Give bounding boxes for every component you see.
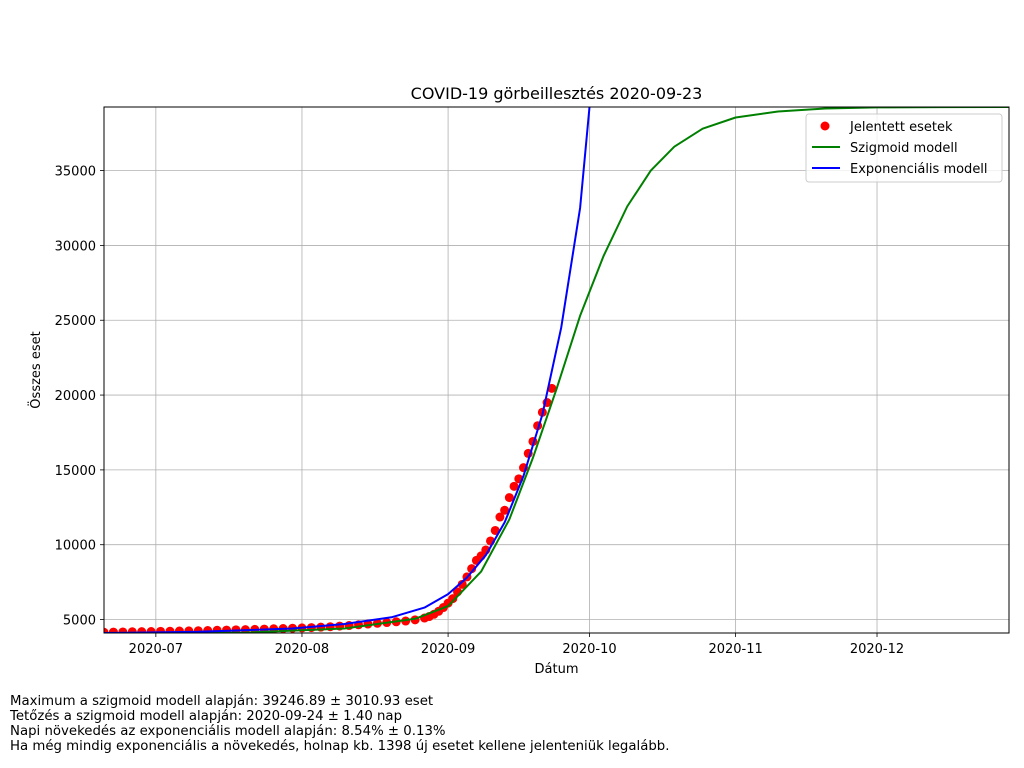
x-tick-label: 2020-10: [562, 642, 616, 657]
exponential-model-line: [104, 107, 591, 633]
reported-case-point: [500, 505, 510, 515]
y-tick-label: 10000: [55, 539, 96, 554]
ticks: 2020-07 2020-08 2020-09 2020-10 2020-11 2020-…: [55, 165, 905, 657]
covid-curve-fit-chart: 2020-07 2020-08 2020-09 2020-10 2020-11 2020-…: [27, 84, 1010, 677]
y-tick-label: 5000: [63, 614, 96, 629]
note-exponential-growth: Napi növekedés az exponenciális modell a…: [10, 724, 446, 739]
x-tick-label: 2020-12: [850, 642, 904, 657]
note-sigmoid-maximum: Maximum a szigmoid modell alapján: 39246…: [10, 694, 434, 709]
sigmoid-model-line: [104, 107, 1009, 633]
x-tick-label: 2020-08: [275, 642, 329, 657]
reported-case-point: [108, 627, 118, 633]
reported-case-point: [457, 579, 467, 589]
legend-label-exponential: Exponenciális modell: [850, 162, 988, 177]
y-tick-label: 20000: [55, 389, 96, 404]
reported-case-point: [490, 525, 500, 535]
reported-case-point: [509, 481, 519, 491]
reported-case-point: [467, 564, 477, 574]
x-tick-label: 2020-09: [421, 642, 475, 657]
reported-case-point: [504, 493, 514, 503]
y-tick-label: 35000: [55, 165, 96, 180]
note-sigmoid-peak: Tetőzés a szigmoid modell alapján: 2020-…: [10, 709, 403, 724]
y-tick-label: 25000: [55, 314, 96, 329]
reported-case-point: [127, 627, 137, 633]
x-axis-label: Dátum: [535, 662, 579, 677]
note-next-day-estimate: Ha még mindig exponenciális a növekedés,…: [10, 739, 670, 754]
legend-label-sigmoid: Szigmoid modell: [850, 141, 958, 156]
legend-marker-reported: [820, 121, 830, 131]
fit-summary: Maximum a szigmoid modell alapján: 39246…: [10, 694, 669, 754]
legend-label-reported: Jelentett esetek: [849, 120, 953, 135]
y-tick-label: 30000: [55, 239, 96, 254]
x-tick-label: 2020-11: [708, 642, 762, 657]
y-axis-label: Összes eset: [27, 331, 44, 408]
y-tick-label: 15000: [55, 464, 96, 479]
legend: Jelentett esetek Szigmoid modell Exponen…: [805, 113, 1003, 183]
reported-case-point: [104, 627, 109, 633]
axes-frame: [103, 106, 1010, 634]
reported-case-point: [118, 627, 128, 633]
legend-box: [805, 113, 1003, 183]
reported-case-point: [448, 594, 458, 604]
plot-area: [104, 107, 1009, 633]
reported-case-point: [495, 512, 505, 522]
grid: [104, 107, 1009, 633]
chart-title: COVID-19 görbeillesztés 2020-09-23: [411, 84, 703, 103]
x-tick-label: 2020-07: [129, 642, 183, 657]
